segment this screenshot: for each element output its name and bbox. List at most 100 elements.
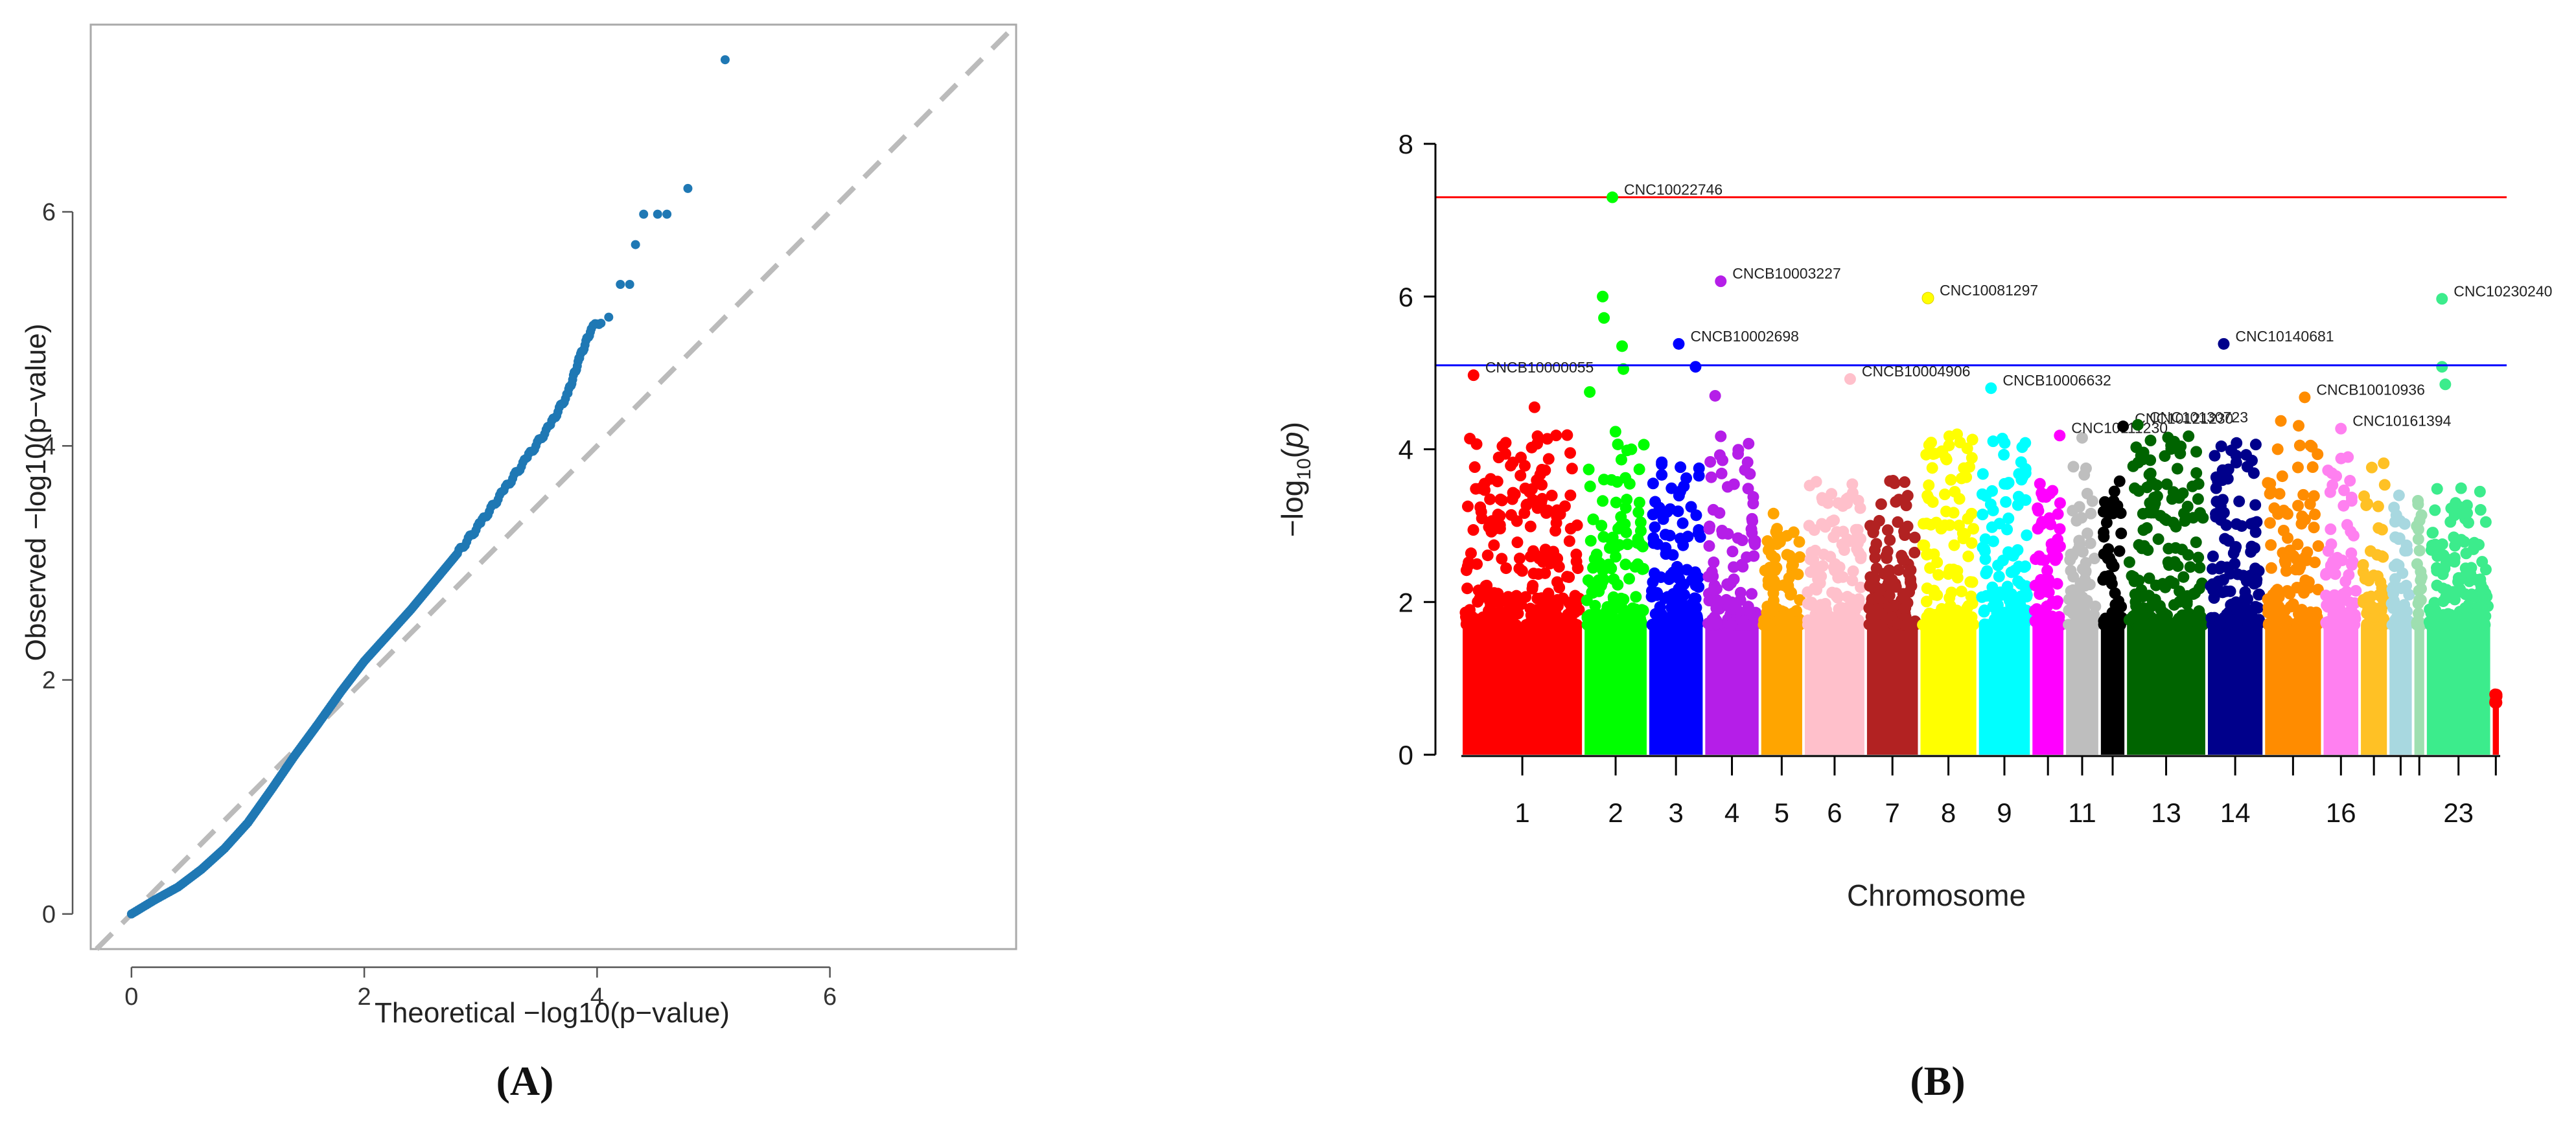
snp-point [2143,590,2155,602]
snp-point [1837,525,1850,538]
chromosome-13-points [2123,430,2209,755]
snp-point [1891,617,1903,630]
snp-point [1566,463,1578,475]
snp-point [2273,488,2286,500]
snp-point [1743,604,1756,617]
snp-point [2130,441,2142,453]
chromosome-10-points [2028,477,2067,755]
snp-point [2004,619,2017,631]
snp-point [2210,496,2223,508]
snp-point [1984,498,1997,510]
snp-point [2101,616,2113,628]
chromosome-tick-label: 2 [1608,797,1623,828]
snp-point [1492,509,1504,521]
snp-point [2327,479,2339,491]
snp-point [2357,558,2369,571]
chromosome-3-points [1645,456,1706,755]
qq-point [616,280,625,290]
snp-point [1619,558,1632,571]
snp-point [2373,522,2385,534]
snp-point [1762,544,1774,556]
snp-point [2021,529,2033,542]
snp-point [2265,539,2277,551]
snp-point [1846,619,1859,631]
snp-point [2123,556,2135,568]
snp-point [2145,507,2157,519]
snp-point [1532,568,1544,580]
annotated-snp-point [1921,292,1934,304]
snp-point [2242,617,2255,629]
snp-point [2360,499,2373,511]
snp-point [2043,512,2056,524]
snp-point [1673,490,1685,502]
snp-point [1841,498,1853,510]
snp-point [2252,602,2264,614]
snp-point [1966,576,1978,588]
snp-point [1461,500,1474,512]
snp-point [2067,461,2080,473]
snp-point [1630,591,1642,603]
annotated-snp-label: CNCB10010936 [2316,381,2425,398]
snp-point [1539,544,1551,556]
snp-point [1867,526,1879,538]
snp-point [2113,545,2126,557]
snp-point [2387,602,2400,614]
chromosome-tick-label: 7 [1885,797,1900,828]
snp-point [1868,577,1880,590]
snp-point [1993,570,2005,582]
snp-point [2206,563,2218,575]
snp-point [2249,499,2262,511]
snp-point [1802,597,1814,610]
snp-point [1667,588,1679,600]
snp-point [1610,551,1622,563]
snp-point [2411,619,2423,631]
manhattan-y-tick-label: 2 [1398,587,1413,617]
snp-point [2227,547,2240,559]
chromosome-18-points [2385,489,2415,755]
snp-point [1961,442,1973,455]
snp-point [2197,512,2209,524]
snp-point [1481,609,1494,621]
snp-point [2051,551,2063,563]
snp-point [2192,478,2205,490]
snp-point [2446,619,2459,631]
snp-point [2076,592,2089,604]
qq-y-axis-label: Observed −log10(p−value) [20,324,52,661]
snp-point [1829,619,1842,631]
snp-point [1715,467,1728,479]
snp-point [2329,568,2341,580]
snp-point [2371,549,2384,561]
snp-point [1948,539,1960,551]
snp-point [1629,560,1642,573]
chromosome-24-dense-band [2492,702,2499,755]
snp-point [1709,597,1721,610]
snp-point [1987,535,1999,547]
snp-point [2280,618,2292,630]
snp-point [2177,571,2190,583]
annotated-snp-point [2131,419,2144,431]
snp-point [1569,590,1581,602]
snp-point [1761,535,1774,547]
snp-point [1584,480,1596,492]
snp-point [1583,463,1595,476]
snp-point [2098,526,2110,538]
annotated-snp-point [1844,373,1856,385]
snp-point [1610,496,1622,509]
snp-point [2161,478,2173,490]
snp-point [1793,536,1805,548]
snp-point [2347,556,2359,568]
snp-point [2159,581,2172,593]
snp-point [1739,619,1752,631]
snp-point [1944,519,1956,531]
snp-point [2144,454,2157,466]
snp-point [2197,619,2209,631]
snp-point [1623,573,1636,585]
snp-point [2071,514,2083,527]
qq-point [631,240,640,249]
snp-point [2336,554,2349,566]
snp-point [1742,483,1754,495]
snp-point [2450,588,2462,600]
snp-point [2097,574,2109,586]
snp-point [2067,571,2080,583]
snp-point [2321,601,2334,613]
